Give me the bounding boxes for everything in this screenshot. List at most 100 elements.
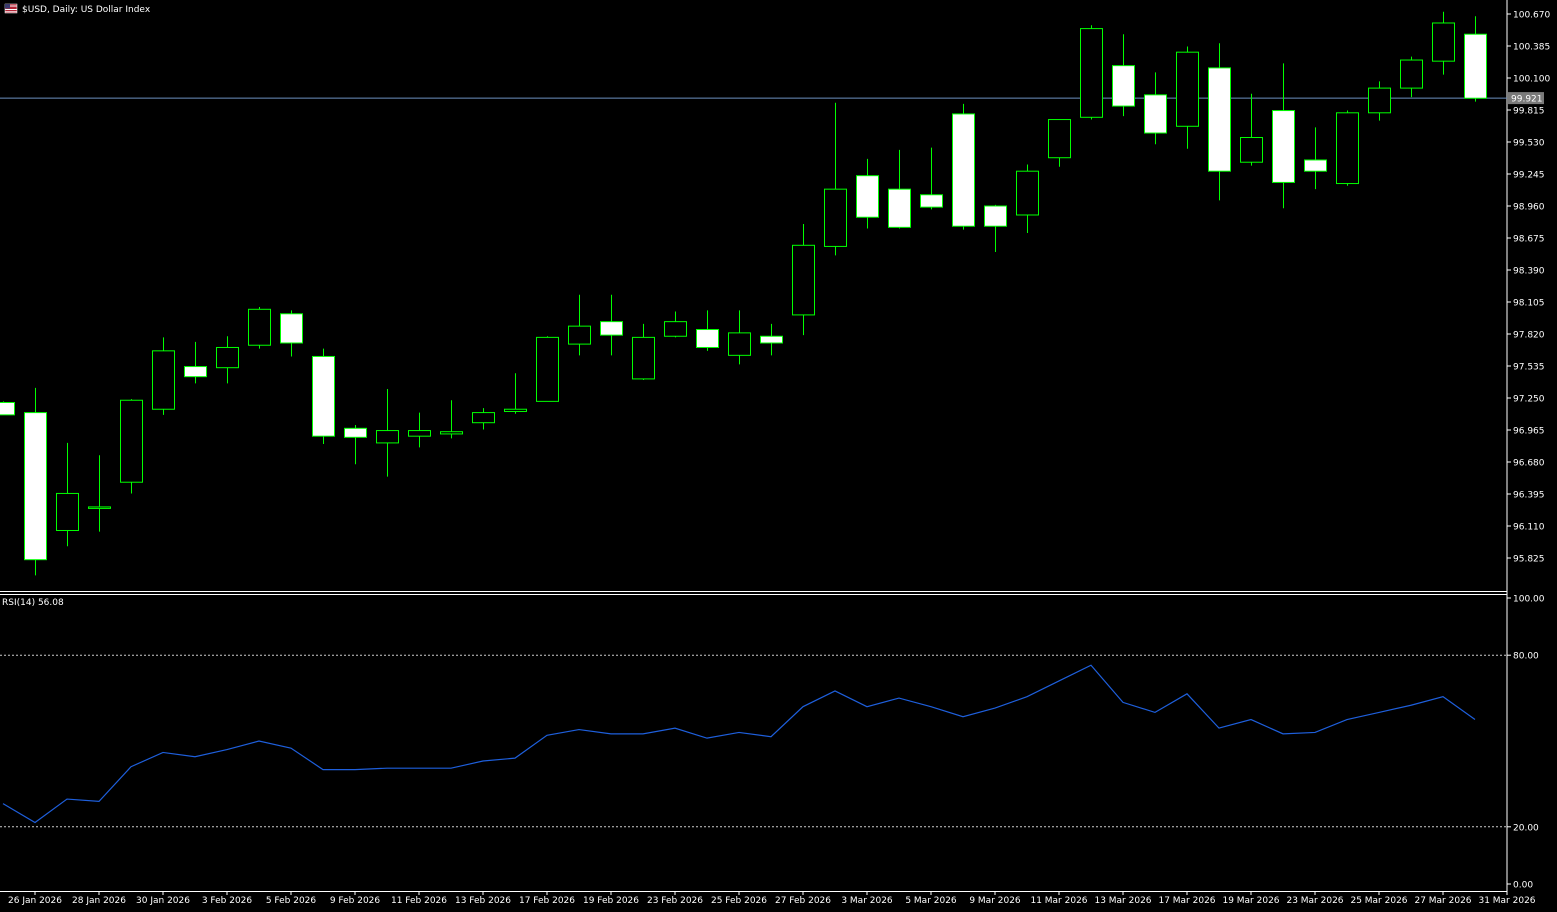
price-tick-label: 98.675: [1513, 235, 1545, 245]
candle-body: [1240, 137, 1263, 163]
candle-body: [1112, 65, 1135, 107]
candle-body: [856, 175, 879, 218]
rsi-levels: [0, 654, 1507, 828]
price-tick-label: 96.680: [1513, 459, 1545, 469]
rsi-label: RSI(14) 56.08: [2, 598, 64, 608]
date-tick-label: 5 Mar 2026: [905, 896, 957, 906]
rsi-line: [2, 664, 1476, 824]
candle: [1112, 34, 1135, 117]
candle: [280, 310, 303, 357]
candle-body: [0, 401, 15, 416]
candle-body: [408, 430, 431, 437]
candle-body: [824, 188, 847, 247]
price-tick-label: 99.530: [1513, 139, 1545, 149]
candle-body: [1080, 28, 1103, 118]
candle: [760, 323, 783, 356]
price-tick-label: 99.245: [1513, 171, 1545, 181]
candle: [408, 412, 431, 448]
candle-body: [184, 366, 207, 378]
date-tick-label: 23 Mar 2026: [1286, 896, 1343, 906]
rsi-series: [2, 664, 1476, 824]
price-tick-label: 96.110: [1513, 523, 1545, 533]
candle: [1240, 93, 1263, 166]
candle-body: [56, 492, 79, 531]
date-tick-label: 26 Jan 2026: [8, 896, 62, 906]
candle-body: [376, 430, 399, 444]
candle-body: [536, 336, 559, 402]
price-tick-label: 96.395: [1513, 491, 1545, 501]
candle-body: [24, 412, 47, 561]
candle-body: [920, 194, 943, 208]
rsi-tick-label: 0.00: [1513, 881, 1533, 891]
candle: [1208, 43, 1231, 201]
candle: [0, 401, 15, 416]
candle-body: [152, 350, 175, 410]
candle: [1176, 46, 1199, 149]
date-tick-label: 13 Mar 2026: [1094, 896, 1151, 906]
candle: [1304, 127, 1327, 190]
candle: [1048, 119, 1071, 167]
candlestick-series: [0, 11, 1487, 576]
rsi-tick-label: 20.00: [1513, 823, 1539, 833]
current-price-tag: [1508, 92, 1544, 105]
date-tick-label: 31 Mar 2026: [1478, 896, 1535, 906]
price-tick-label: 98.390: [1513, 267, 1545, 277]
price-tick-label: 98.960: [1513, 203, 1545, 213]
price-tick-label: 98.105: [1513, 299, 1545, 309]
price-axis: 100.670 100.385 100.100 99.815 99.530 99.245 9…: [1507, 11, 1550, 565]
date-tick-label: 13 Feb 2026: [455, 896, 511, 906]
date-tick-label: 17 Feb 2026: [519, 896, 575, 906]
candle: [472, 408, 495, 430]
date-tick-label: 11 Mar 2026: [1030, 896, 1087, 906]
candle-body: [984, 205, 1007, 227]
date-tick-label: 23 Feb 2026: [647, 896, 703, 906]
candle: [792, 223, 815, 336]
candle-body: [88, 506, 111, 509]
flag-icon-canton: [5, 4, 10, 9]
date-tick-label: 5 Feb 2026: [266, 896, 317, 906]
candle: [1144, 72, 1167, 145]
chart-frame: [0, 0, 1508, 892]
candle-body: [792, 244, 815, 316]
candle: [248, 307, 271, 349]
candle: [696, 310, 719, 351]
candle-body: [1272, 110, 1295, 183]
candle-body: [1048, 119, 1071, 159]
price-tick-label: 100.100: [1513, 75, 1550, 85]
candle-body: [1432, 22, 1455, 62]
candle: [728, 310, 751, 365]
candle: [88, 455, 111, 532]
candle-body: [632, 336, 655, 380]
candle: [1368, 81, 1391, 121]
rsi-tick-label: 100.00: [1513, 595, 1545, 605]
price-tick-label: 96.965: [1513, 427, 1545, 437]
candle-body: [1464, 33, 1487, 99]
candle-body: [600, 321, 623, 336]
candle: [856, 158, 879, 229]
date-tick-label: 30 Jan 2026: [136, 896, 190, 906]
date-tick-label: 28 Jan 2026: [72, 896, 126, 906]
candle-body: [440, 431, 463, 435]
candle: [1432, 11, 1455, 75]
candle: [216, 336, 239, 384]
date-tick-label: 9 Mar 2026: [969, 896, 1021, 906]
price-tick-label: 97.250: [1513, 395, 1545, 405]
candle-body: [344, 427, 367, 438]
date-tick-label: 17 Mar 2026: [1158, 896, 1215, 906]
price-tick-label: 95.825: [1513, 555, 1545, 565]
candle-body: [1400, 59, 1423, 89]
candle-body: [1016, 170, 1039, 216]
date-tick-label: 3 Feb 2026: [202, 896, 253, 906]
candle: [536, 336, 559, 402]
candle: [920, 147, 943, 210]
date-tick-label: 19 Mar 2026: [1222, 896, 1279, 906]
candle: [1016, 164, 1039, 233]
candle-body: [248, 308, 271, 346]
candle-body: [1208, 67, 1231, 172]
candle-body: [696, 329, 719, 348]
candle: [152, 337, 175, 415]
candle: [1400, 56, 1423, 98]
price-tick-label: 99.815: [1513, 107, 1545, 117]
candle: [344, 424, 367, 465]
